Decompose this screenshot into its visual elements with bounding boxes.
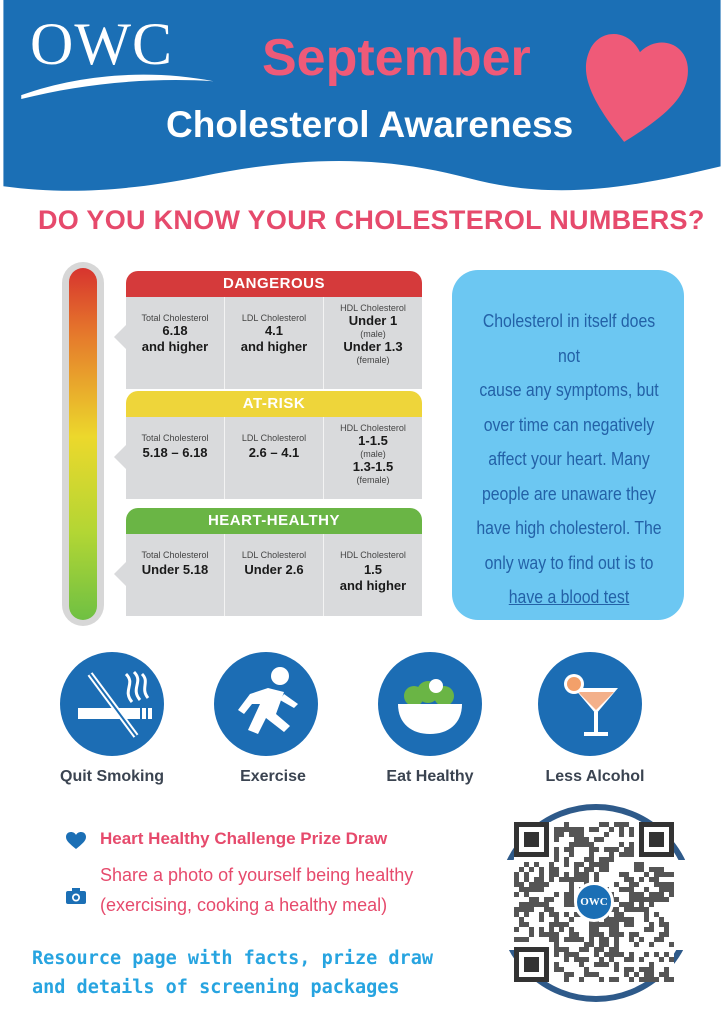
resource-line: Resource page with facts, prize draw — [32, 948, 433, 969]
resource-line: and details of screening packages — [32, 977, 400, 998]
hdl-label: HDL Cholesterol — [340, 303, 406, 313]
level-values: Total Cholesterol Under 5.18 LDL Cholest… — [114, 534, 422, 616]
ldl-label: LDL Cholesterol — [241, 433, 307, 443]
hdl-cholesterol-col: HDL Cholesterol 1-1.5 (male) 1.3-1.5 (fe… — [324, 417, 422, 499]
hdl-label: HDL Cholesterol — [340, 423, 406, 433]
level-card-at-risk: AT-RISK Total Cholesterol 5.18 – 6.18 LD… — [114, 391, 422, 499]
ldl-value: 4.1 — [264, 323, 284, 338]
hdl-note: (male) — [360, 449, 386, 459]
level-title: AT-RISK — [126, 391, 422, 417]
hdl-cholesterol-col: HDL Cholesterol Under 1 (male) Under 1.3… — [324, 297, 422, 389]
level-title: DANGEROUS — [126, 271, 422, 297]
hdl-value-2: Under 1.3 — [343, 339, 403, 354]
hdl-value: 1-1.5 — [358, 433, 388, 448]
hdl-value: 1.5 — [363, 562, 383, 577]
qr-logo-text: OWC — [580, 896, 608, 908]
blood-test-link[interactable]: have a blood test — [508, 586, 630, 607]
ldl-cholesterol-col: LDL Cholesterol 2.6 – 4.1 — [225, 417, 324, 499]
hdl-note-2: (female) — [356, 475, 390, 485]
total-value: 5.18 – 6.18 — [142, 445, 208, 460]
qr-frame-gap — [675, 860, 705, 950]
hdl-label: HDL Cholesterol — [340, 550, 406, 560]
running-person-icon — [214, 652, 318, 756]
level-values: Total Cholesterol 6.18 and higher LDL Ch… — [114, 297, 422, 389]
cocktail-glass-icon — [538, 652, 642, 756]
hdl-value-2: and higher — [339, 578, 407, 593]
info-line: Cholesterol in itself does not — [482, 310, 656, 366]
level-card-heart-healthy: HEART-HEALTHY Total Cholesterol Under 5.… — [114, 508, 422, 616]
info-line: have high cholesterol. The — [476, 517, 662, 538]
challenge-line: Share a photo of yourself being healthy — [100, 865, 414, 885]
hdl-note-2: (female) — [356, 355, 390, 365]
total-cholesterol-col: Total Cholesterol 6.18 and higher — [126, 297, 225, 389]
hdl-cholesterol-col: HDL Cholesterol 1.5 and higher — [324, 534, 422, 616]
info-box — [452, 270, 684, 620]
total-label: Total Cholesterol — [141, 550, 209, 560]
challenge-title: Heart Healthy Challenge Prize Draw — [100, 829, 388, 848]
ldl-value-2: and higher — [240, 339, 308, 354]
question-heading: DO YOU KNOW YOUR CHOLESTEROL NUMBERS? — [38, 205, 705, 235]
header-banner — [3, 0, 721, 191]
qr-center-logo: OWC — [574, 882, 614, 922]
hdl-note: (male) — [360, 329, 386, 339]
resource-text: Resource page with facts, prize draw and… — [32, 944, 512, 1002]
total-value: Under 5.18 — [141, 562, 209, 577]
challenge-line: (exercising, cooking a healthy meal) — [100, 895, 388, 915]
total-cholesterol-col: Total Cholesterol 5.18 – 6.18 — [126, 417, 225, 499]
tip-label: Less Alcohol — [545, 768, 645, 785]
no-smoking-icon — [60, 652, 164, 756]
total-value-2: and higher — [141, 339, 209, 354]
heart-small-icon — [66, 832, 86, 849]
tip-label: Exercise — [240, 768, 306, 785]
total-label: Total Cholesterol — [141, 433, 209, 443]
total-cholesterol-col: Total Cholesterol Under 5.18 — [126, 534, 225, 616]
info-line: cause any symptoms, but — [479, 379, 659, 400]
info-text: Cholesterol in itself does not cause any… — [472, 304, 666, 615]
month-heading: September — [262, 29, 531, 87]
owc-logo: OWC — [30, 11, 173, 77]
total-label: Total Cholesterol — [141, 313, 209, 323]
qr-code[interactable] — [514, 822, 674, 982]
info-line: over time can negatively — [483, 413, 655, 435]
info-line: people are unaware they — [481, 482, 657, 504]
heart-icon — [586, 34, 688, 142]
ldl-value: 2.6 – 4.1 — [248, 445, 300, 460]
level-values: Total Cholesterol 5.18 – 6.18 LDL Choles… — [114, 417, 422, 499]
ldl-label: LDL Cholesterol — [241, 550, 307, 560]
hdl-value-2: 1.3-1.5 — [352, 459, 394, 474]
salad-bowl-icon — [378, 652, 482, 756]
challenge-description: Share a photo of yourself being healthy … — [100, 860, 500, 920]
ldl-value: Under 2.6 — [244, 562, 304, 577]
info-line: only way to find out is to — [484, 551, 654, 573]
total-value: 6.18 — [162, 323, 188, 338]
tip-label: Eat Healthy — [386, 768, 474, 785]
page-title: Cholesterol Awareness — [166, 104, 574, 145]
info-line: affect your heart. Many — [488, 448, 650, 469]
level-card-dangerous: DANGEROUS Total Cholesterol 6.18 and hig… — [114, 271, 422, 389]
level-title: HEART-HEALTHY — [126, 508, 422, 534]
hdl-value: Under 1 — [348, 313, 398, 328]
gauge-gradient — [69, 268, 97, 620]
ldl-cholesterol-col: LDL Cholesterol Under 2.6 — [225, 534, 324, 616]
camera-icon — [66, 888, 86, 904]
tip-label: Quit Smoking — [60, 768, 164, 785]
ldl-cholesterol-col: LDL Cholesterol 4.1 and higher — [225, 297, 324, 389]
ldl-label: LDL Cholesterol — [241, 313, 307, 323]
